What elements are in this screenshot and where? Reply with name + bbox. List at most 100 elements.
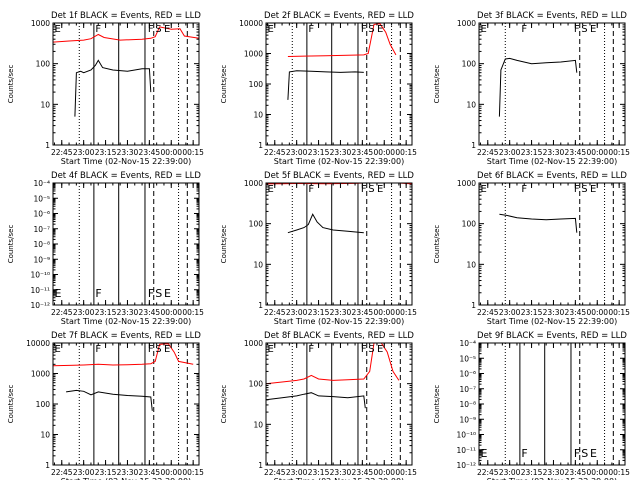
phase-marker-label: F — [308, 184, 314, 195]
x-tick-label: 22:45 — [477, 308, 499, 317]
x-axis-label: Start Time (02-Nov-15 22:39:00) — [487, 477, 617, 480]
phase-marker-label: E — [164, 24, 170, 35]
x-tick-label: 22:45 — [264, 468, 286, 477]
phase-marker-label: E — [164, 344, 170, 355]
y-tick-label: 10 — [253, 260, 263, 269]
lld-series-line — [287, 23, 397, 57]
x-tick-label: 22:45 — [477, 468, 499, 477]
phase-marker-label: E — [54, 287, 61, 300]
x-tick-label: 23:30 — [543, 468, 565, 477]
phase-marker-label: S — [155, 287, 162, 300]
y-tick-label: 100 — [249, 220, 264, 229]
x-tick-label: 00:00 — [373, 148, 395, 157]
x-tick-label: 22:45 — [264, 148, 286, 157]
events-series-line — [287, 70, 364, 100]
phase-marker-label: F — [361, 184, 367, 195]
x-tick-label: 23:30 — [330, 468, 352, 477]
y-tick-label: 100 — [462, 60, 477, 69]
phase-marker-label: S — [155, 24, 161, 35]
y-tick-label: 1 — [471, 301, 476, 310]
y-tick-label: 10⁻⁴ — [459, 339, 476, 348]
y-axis-label: Counts/sec — [433, 65, 441, 104]
y-tick-label: 10⁻⁹ — [459, 415, 476, 424]
y-tick-label: 10⁻¹² — [456, 461, 476, 470]
phase-marker-label: S — [155, 344, 161, 355]
x-tick-label: 23:45 — [139, 468, 161, 477]
x-tick-label: 00:00 — [586, 468, 608, 477]
y-tick-label: 1000 — [457, 19, 476, 28]
events-series-line — [265, 392, 366, 409]
x-axis-label: Start Time (02-Nov-15 22:39:00) — [487, 157, 617, 166]
x-tick-label: 00:15 — [182, 468, 204, 477]
plot-frame — [265, 342, 413, 466]
plot-frame — [478, 182, 626, 306]
panel-title: Det 5f BLACK = Events, RED = LLD — [264, 171, 414, 181]
y-axis-label: Counts/sec — [7, 225, 15, 264]
y-tick-label: 1000 — [31, 19, 50, 28]
y-tick-label: 10⁻⁵ — [459, 354, 476, 363]
phase-marker-label: S — [368, 184, 374, 195]
x-tick-label: 00:15 — [608, 308, 630, 317]
phase-marker-label: E — [54, 344, 60, 355]
x-tick-label: 23:45 — [352, 468, 374, 477]
events-series-line — [498, 57, 578, 117]
y-axis-label: Counts/sec — [433, 385, 441, 424]
phase-marker-label: E — [480, 447, 487, 460]
phase-marker-label: F — [148, 344, 154, 355]
phase-marker-label: F — [361, 24, 367, 35]
events-series-line — [499, 213, 578, 233]
y-tick-label: 1000 — [244, 179, 263, 188]
y-tick-label: 1 — [45, 141, 50, 150]
x-tick-label: 23:30 — [543, 148, 565, 157]
panel-title: Det 4f BLACK = Events, RED = LLD — [51, 171, 201, 181]
y-tick-label: 1000 — [457, 179, 476, 188]
plot-frame — [52, 22, 200, 146]
y-axis-label: Counts/sec — [220, 225, 228, 264]
y-tick-label: 100 — [249, 80, 264, 89]
phase-marker-label: F — [361, 344, 367, 355]
x-tick-label: 00:15 — [395, 308, 417, 317]
phase-marker-label: F — [308, 344, 314, 355]
panel-title: Det 1f BLACK = Events, RED = LLD — [51, 11, 201, 21]
x-tick-label: 23:30 — [117, 468, 139, 477]
y-tick-label: 10 — [466, 260, 476, 269]
x-tick-label: 23:00 — [286, 308, 308, 317]
phase-marker-label: E — [590, 184, 596, 195]
plot-frame — [52, 182, 200, 306]
panel-title: Det 3f BLACK = Events, RED = LLD — [477, 11, 627, 21]
x-tick-label: 23:45 — [352, 308, 374, 317]
x-tick-label: 23:15 — [95, 148, 117, 157]
x-tick-label: 23:45 — [565, 148, 587, 157]
y-tick-label: 100 — [462, 220, 477, 229]
x-tick-label: 00:00 — [586, 148, 608, 157]
x-tick-label: 23:00 — [499, 468, 521, 477]
phase-marker-label: S — [368, 344, 374, 355]
plot-frame — [52, 342, 200, 466]
x-axis-label: Start Time (02-Nov-15 22:39:00) — [274, 157, 404, 166]
x-tick-label: 00:00 — [160, 308, 182, 317]
x-tick-label: 23:00 — [286, 468, 308, 477]
y-tick-label: 10000 — [26, 339, 50, 348]
y-tick-label: 10⁻⁷ — [33, 225, 50, 234]
panel-title: Det 8f BLACK = Events, RED = LLD — [264, 331, 414, 341]
x-tick-label: 00:15 — [182, 308, 204, 317]
phase-marker-label: F — [148, 287, 154, 300]
phase-marker-label: E — [377, 344, 383, 355]
y-axis-label: Counts/sec — [433, 225, 441, 264]
panel-title: Det 9f BLACK = Events, RED = LLD — [477, 331, 627, 341]
phase-marker-label: F — [308, 24, 314, 35]
x-axis-label: Start Time (02-Nov-15 22:39:00) — [274, 317, 404, 326]
x-axis-label: Start Time (02-Nov-15 22:39:00) — [61, 157, 191, 166]
x-tick-label: 23:00 — [286, 148, 308, 157]
y-tick-label: 1000 — [244, 50, 263, 59]
y-tick-label: 10 — [253, 111, 263, 120]
phase-marker-label: E — [267, 344, 273, 355]
y-tick-label: 1 — [258, 141, 263, 150]
y-tick-label: 10⁻⁷ — [459, 385, 476, 394]
